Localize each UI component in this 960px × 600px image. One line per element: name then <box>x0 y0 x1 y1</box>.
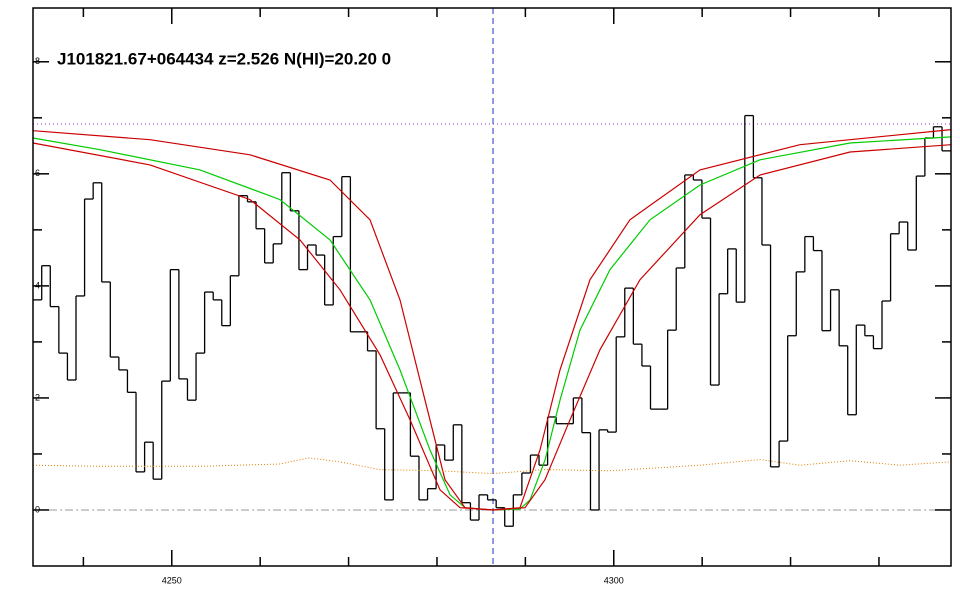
model-curve <box>32 129 952 511</box>
y-tick-label: 0 <box>35 504 40 514</box>
x-tick-label: 4250 <box>162 575 182 585</box>
y-tick-label: 6 <box>35 168 40 178</box>
plot-frame <box>32 7 952 567</box>
x-tick-label: 4300 <box>604 575 624 585</box>
error-curve <box>32 457 952 475</box>
chart-title: J101821.67+064434 z=2.526 N(HI)=20.20 0 <box>57 49 391 68</box>
y-tick-label: 8 <box>35 56 40 66</box>
y-tick-label: 2 <box>35 392 40 402</box>
y-tick-label: 4 <box>35 280 40 290</box>
